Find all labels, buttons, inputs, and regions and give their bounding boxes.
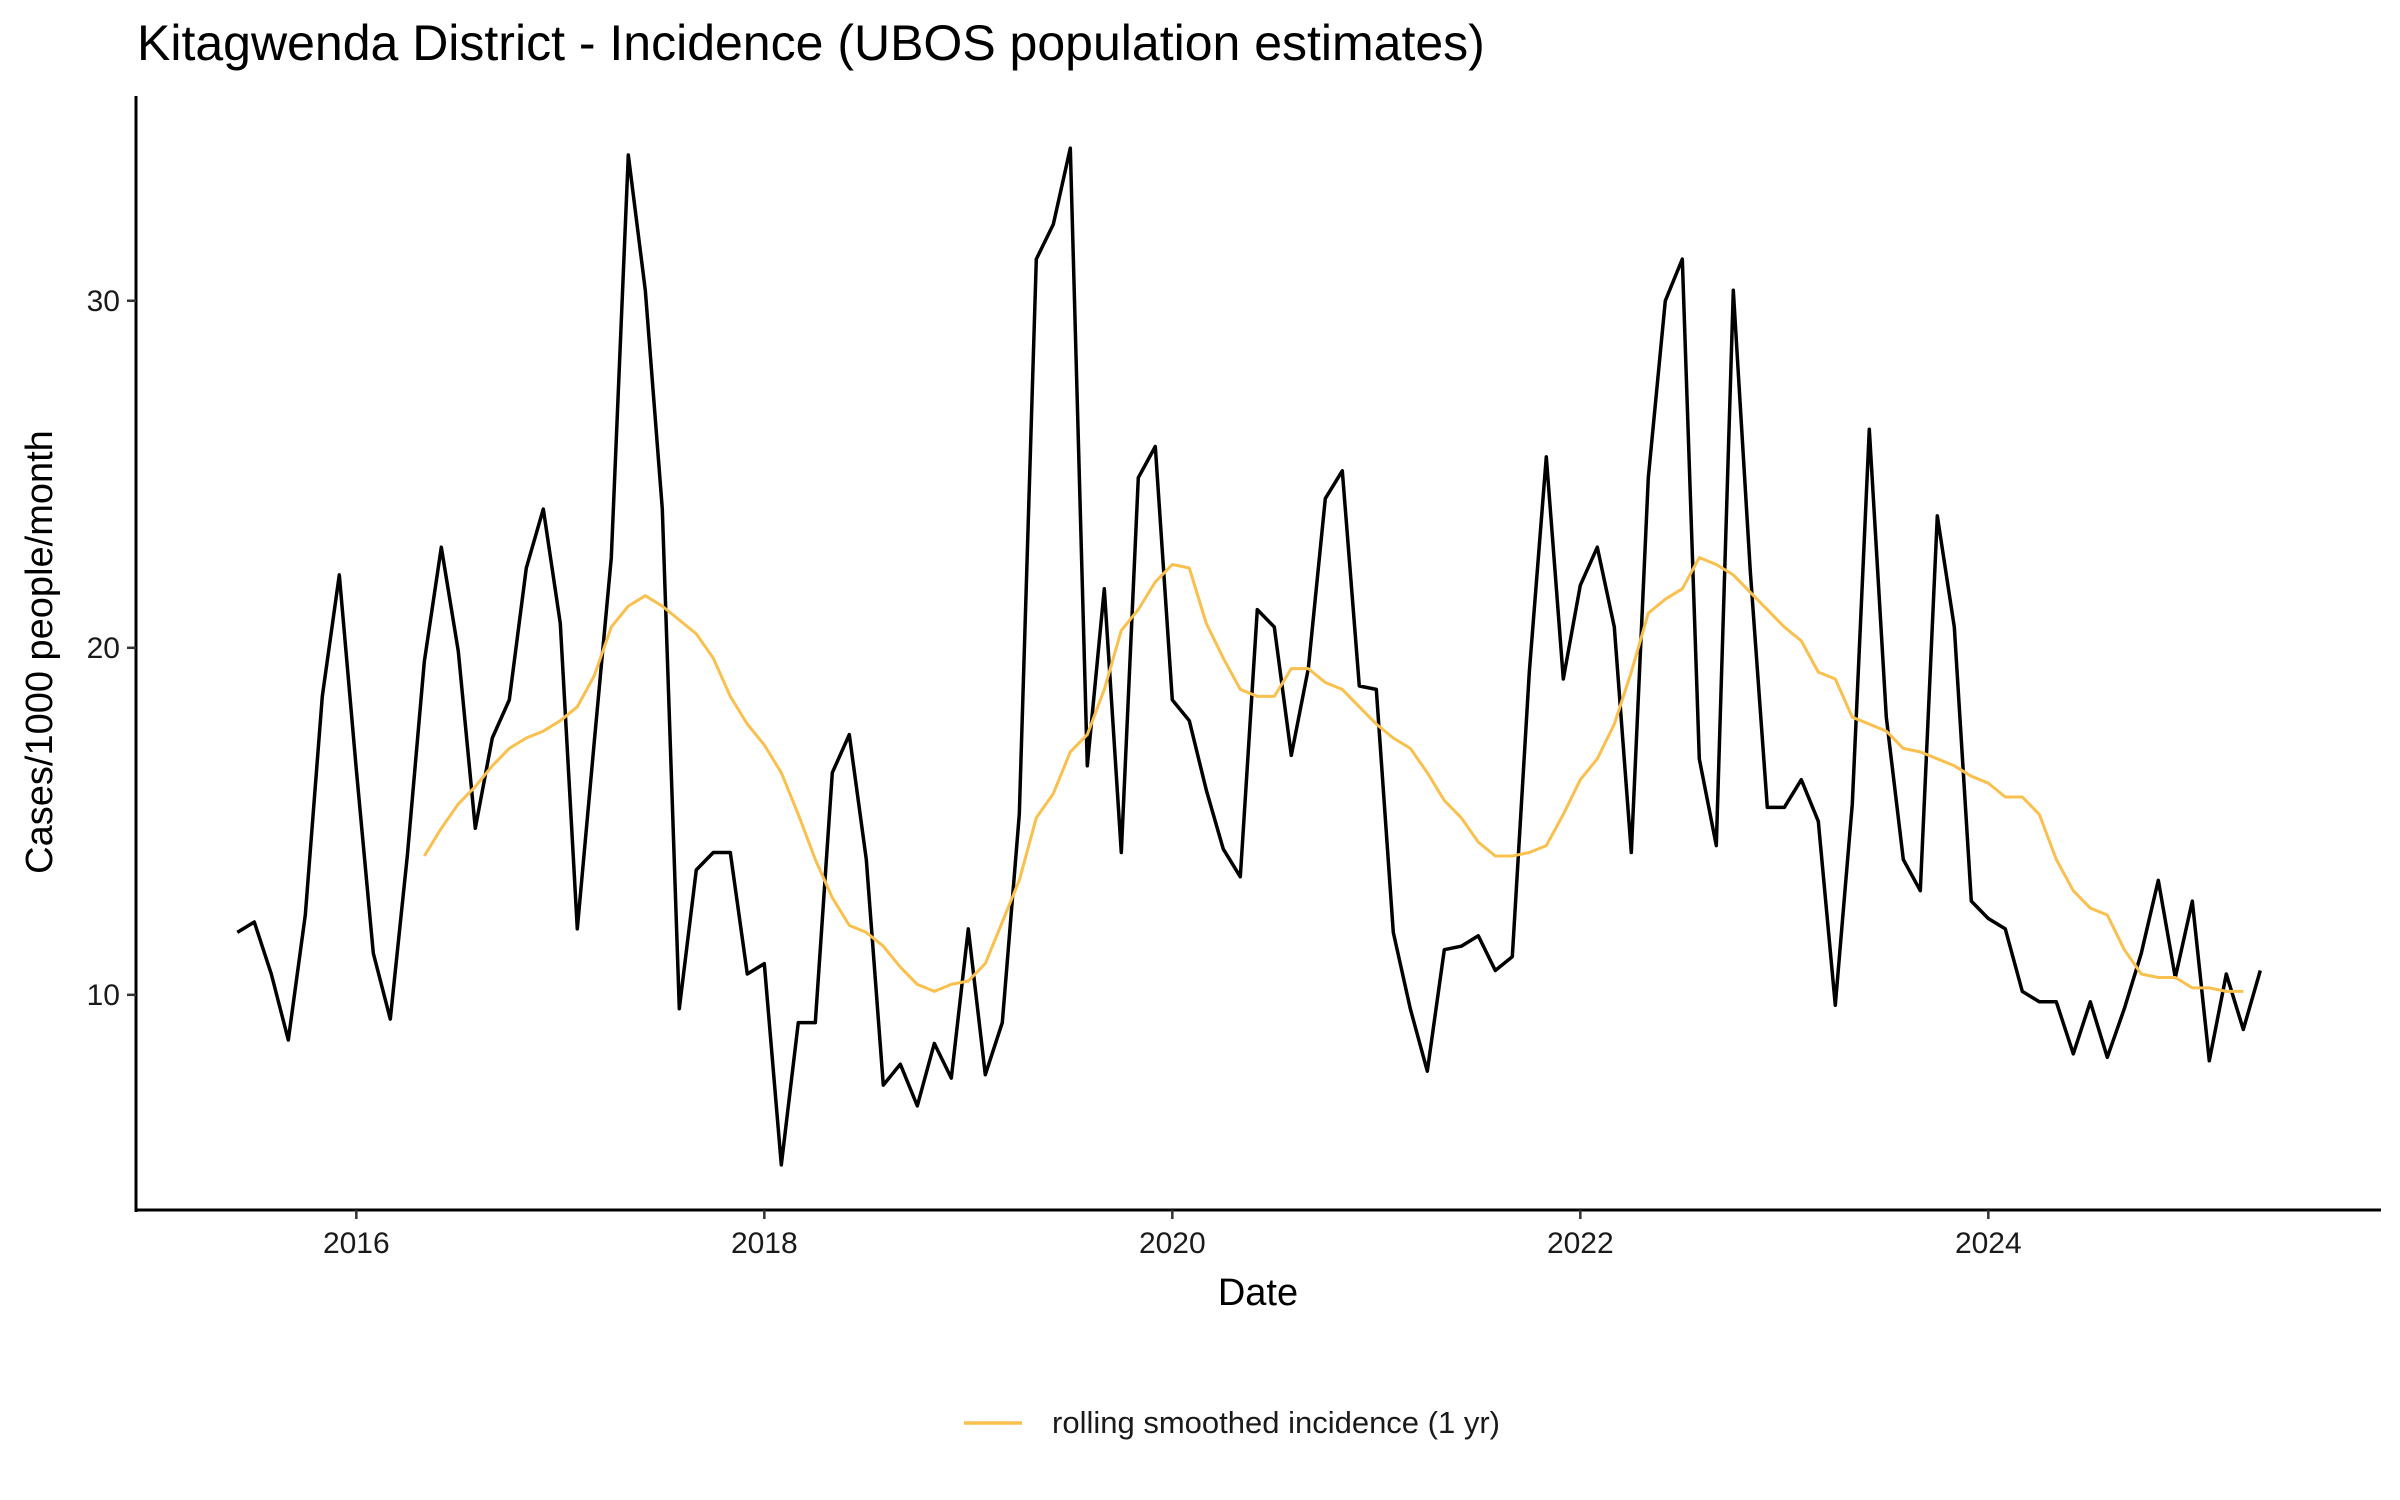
chart-title: Kitagwenda District - Incidence (UBOS po… [137,15,1485,71]
y-axis-title: Cases/1000 people/month [19,430,61,874]
y-axis-ticks: 10 20 30 [87,285,136,1012]
legend: rolling smoothed incidence (1 yr) [964,1405,1500,1440]
x-tick-label: 2018 [731,1227,798,1260]
y-tick-label: 30 [87,285,120,318]
legend-label-smoothed: rolling smoothed incidence (1 yr) [1052,1405,1500,1440]
x-tick-label: 2020 [1139,1227,1206,1260]
y-tick-label: 10 [87,979,120,1012]
series-line-monthly-incidence [236,146,2262,1167]
x-axis-title: Date [1218,1272,1298,1314]
plot-area [236,146,2262,1167]
x-axis-ticks: 2016 2018 2020 2022 2024 [323,1210,2022,1260]
series-line-rolling-smoothed [423,556,2244,993]
y-tick-label: 20 [87,632,120,665]
x-tick-label: 2016 [323,1227,390,1260]
x-tick-label: 2022 [1547,1227,1614,1260]
x-tick-label: 2024 [1955,1227,2022,1260]
